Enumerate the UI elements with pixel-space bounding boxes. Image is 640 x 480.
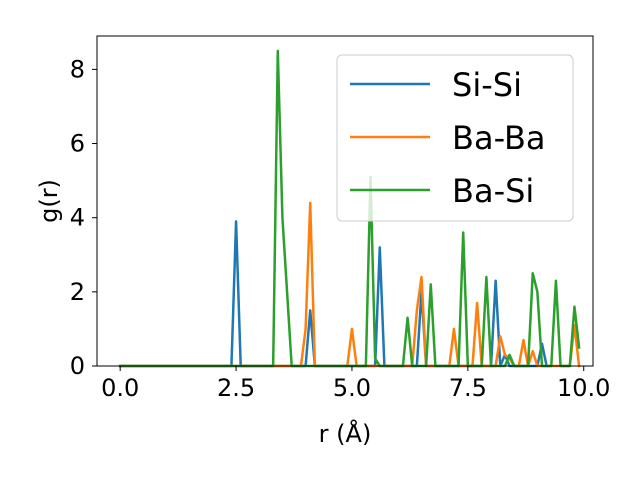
legend-label-ba-ba: Ba-Ba — [452, 119, 546, 157]
x-tick-label: 7.5 — [449, 374, 487, 402]
y-axis: 0 2 4 6 8 — [70, 55, 97, 380]
legend: Si-Si Ba-Ba Ba-Si — [336, 54, 574, 222]
legend-items: Si-Si Ba-Ba Ba-Si — [350, 66, 546, 210]
x-tick-label: 10.0 — [557, 374, 610, 402]
y-tick-label: 2 — [70, 278, 85, 306]
x-tick-label: 5.0 — [333, 374, 371, 402]
legend-label-si-si: Si-Si — [452, 66, 522, 104]
x-tick-label: 0.0 — [101, 374, 139, 402]
x-axis: 0.0 2.5 5.0 7.5 10.0 — [101, 366, 610, 402]
legend-label-ba-si: Ba-Si — [452, 172, 534, 210]
plot-frame — [96, 35, 594, 367]
y-tick-label: 4 — [70, 204, 85, 232]
y-tick-label: 0 — [70, 352, 85, 380]
y-tick-label: 6 — [70, 130, 85, 158]
y-axis-label: g(r) — [35, 179, 63, 223]
x-axis-label: r (Å) — [319, 419, 372, 448]
y-tick-label: 8 — [70, 55, 85, 83]
x-tick-label: 2.5 — [217, 374, 255, 402]
legend-box — [336, 54, 574, 222]
